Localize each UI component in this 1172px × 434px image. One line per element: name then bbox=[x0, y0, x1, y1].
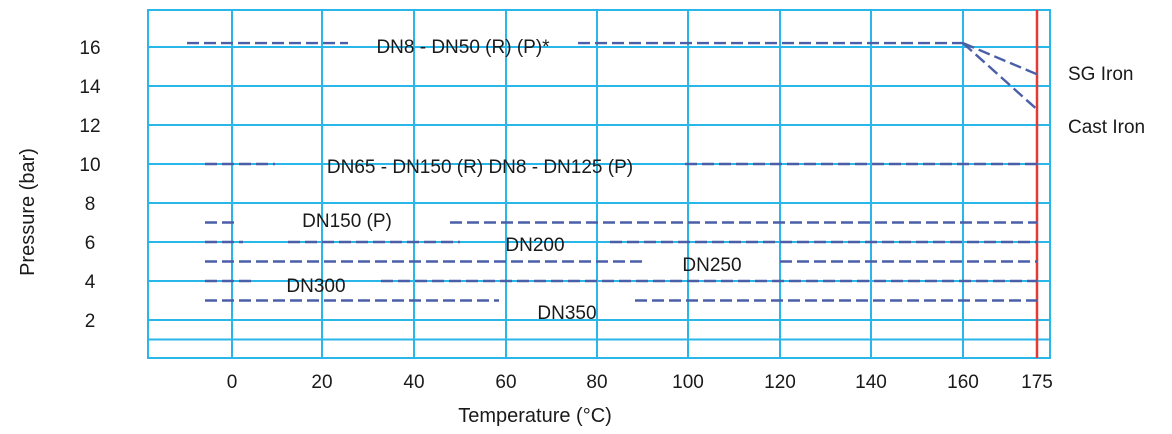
x-tick-label: 80 bbox=[586, 372, 607, 393]
x-tick-label: 175 bbox=[1021, 372, 1053, 393]
series-label: DN250 bbox=[682, 255, 741, 276]
x-tick-label: 0 bbox=[227, 372, 238, 393]
grid bbox=[147, 9, 1051, 359]
x-tick-label: 60 bbox=[495, 372, 516, 393]
series-label: DN8 - DN50 (R) (P)* bbox=[376, 37, 550, 58]
y-tick-label: 12 bbox=[79, 116, 100, 137]
series-label: DN150 (P) bbox=[302, 211, 392, 232]
series-label: DN300 bbox=[286, 276, 345, 297]
y-tick-label: 2 bbox=[85, 311, 96, 332]
y-tick-label: 10 bbox=[79, 155, 100, 176]
x-tick-label: 40 bbox=[403, 372, 424, 393]
x-tick-label: 20 bbox=[311, 372, 332, 393]
y-tick-label: 6 bbox=[85, 233, 96, 254]
series-lines bbox=[187, 41, 1038, 302]
y-axis-title: Pressure (bar) bbox=[17, 148, 39, 276]
series-labels: DN8 - DN50 (R) (P)* SG Iron Cast Iron DN65 … bbox=[286, 37, 1145, 324]
x-axis-title: Temperature (°C) bbox=[458, 405, 612, 427]
series-label: SG Iron bbox=[1068, 64, 1133, 85]
series-label: DN350 bbox=[537, 303, 596, 324]
y-tick-label: 16 bbox=[79, 38, 100, 59]
y-tick-label: 4 bbox=[85, 272, 96, 293]
series-line-segment bbox=[962, 41, 1038, 76]
series-label: DN65 - DN150 (R) DN8 - DN125 (P) bbox=[327, 157, 633, 178]
x-tick-label: 140 bbox=[855, 372, 887, 393]
series-label: Cast Iron bbox=[1068, 117, 1145, 138]
plot-frame bbox=[147, 9, 1051, 359]
y-tick-label: 14 bbox=[79, 77, 101, 98]
series-label: DN200 bbox=[505, 235, 564, 256]
y-tick-label: 8 bbox=[85, 194, 96, 215]
x-tick-label: 100 bbox=[672, 372, 704, 393]
x-tick-label: 160 bbox=[947, 372, 979, 393]
x-tick-label: 120 bbox=[764, 372, 796, 393]
series-line-segment bbox=[962, 42, 1038, 111]
